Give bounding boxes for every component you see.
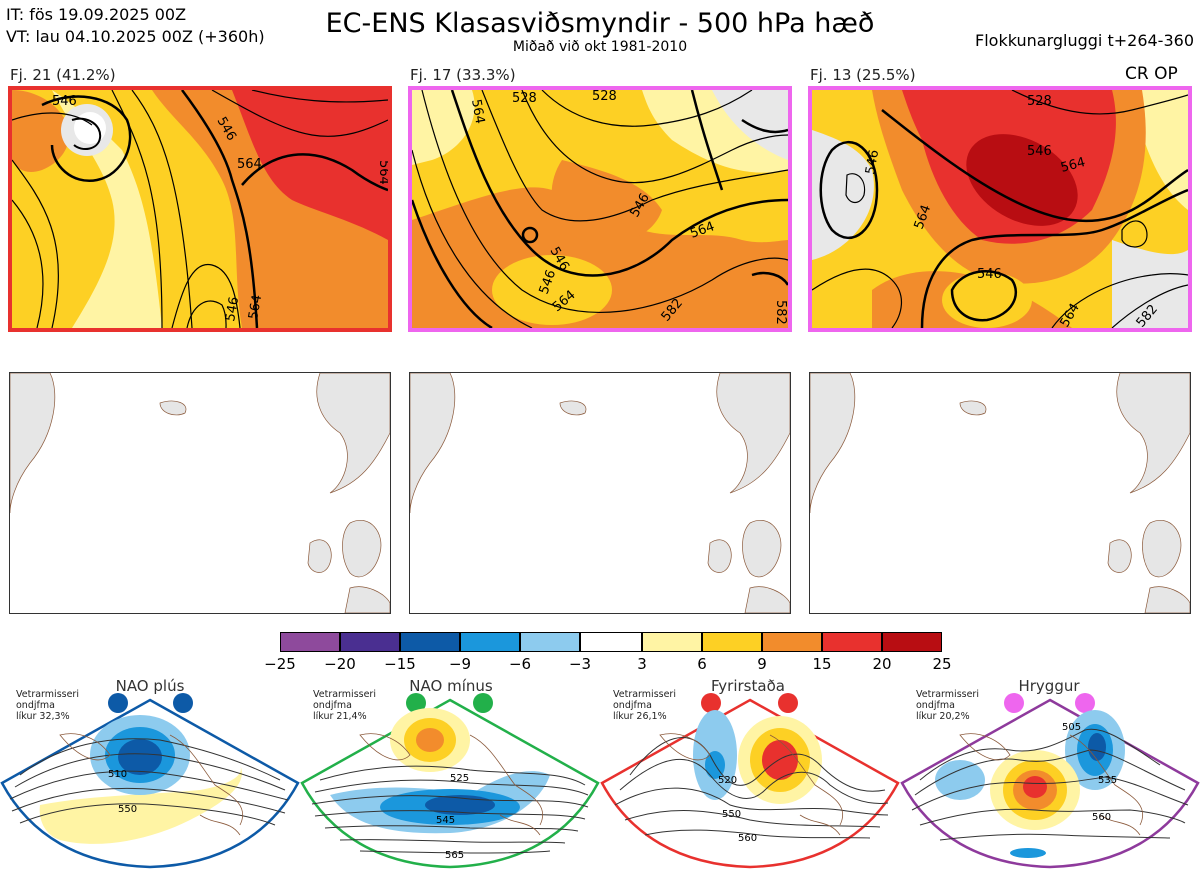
- regime-frequency: ondjfma: [16, 700, 55, 711]
- regime-marker-dot: [173, 693, 193, 713]
- colorbar-tick: −20: [324, 655, 356, 673]
- regime-map-2: 525 545 565: [300, 695, 600, 871]
- contour-label: 528: [1027, 94, 1052, 109]
- contour-label: 528: [592, 90, 617, 104]
- contour-label: 546: [977, 267, 1002, 282]
- colorbar-tick: −25: [264, 655, 296, 673]
- colorbar-swatch: [340, 632, 400, 652]
- base-map-1: [9, 372, 391, 614]
- contour-label: 560: [1092, 812, 1111, 823]
- page-subtitle: Miðað við okt 1981-2010: [512, 39, 688, 55]
- contour-label: 582: [773, 300, 788, 325]
- regime-marker-dot: [1004, 693, 1024, 713]
- regime-2-name: NAO mínus: [409, 677, 493, 695]
- colorbar-swatch: [280, 632, 340, 652]
- regime-1-stats: Vetrarmisseri ondjfma líkur 32,3%: [16, 689, 79, 722]
- regime-frequency: ondjfma: [613, 700, 652, 711]
- regime-1-name: NAO plús: [115, 677, 185, 695]
- cluster-3-label: Fj. 13 (25.5%): [810, 66, 916, 84]
- contour-label: 564: [376, 160, 388, 185]
- cluster-2-label: Fj. 17 (33.3%): [410, 66, 516, 84]
- regime-season: Vetrarmisseri: [916, 689, 979, 700]
- page-title: EC-ENS Klasasviðsmyndir - 500 hPa hæð: [325, 8, 875, 39]
- base-map-3: [809, 372, 1191, 614]
- contour-label: 546: [863, 149, 882, 176]
- header-times: IT: fös 19.09.2025 00Z VT: lau 04.10.202…: [6, 4, 265, 48]
- colorbar-swatch: [702, 632, 762, 652]
- cluster-1-label: Fj. 21 (41.2%): [10, 66, 116, 84]
- regime-season: Vetrarmisseri: [313, 689, 376, 700]
- colorbar-tick: 9: [757, 655, 767, 673]
- regime-3-stats: Vetrarmisseri ondjfma líkur 26,1%: [613, 689, 676, 722]
- colorbar-tick: −6: [508, 655, 532, 673]
- regime-marker-dot: [406, 693, 426, 713]
- regime-season: Vetrarmisseri: [16, 689, 79, 700]
- cluster-map-1: 546 564 564 546 546 564: [8, 86, 392, 332]
- regime-map-4: 505 535 560: [900, 695, 1200, 871]
- regime-marker-dot: [108, 693, 128, 713]
- contour-label: 535: [1098, 775, 1117, 786]
- regime-2-stats: Vetrarmisseri ondjfma líkur 21,4%: [313, 689, 376, 722]
- regime-marker-dot: [778, 693, 798, 713]
- regime-probability: líkur 20,2%: [916, 711, 970, 722]
- colorbar-swatch: [580, 632, 642, 652]
- valid-time: VT: lau 04.10.2025 00Z (+360h): [6, 27, 265, 46]
- regime-4-stats: Vetrarmisseri ondjfma líkur 20,2%: [916, 689, 979, 722]
- colorbar-tick: 15: [812, 655, 832, 673]
- colorbar-tick: 20: [872, 655, 892, 673]
- colorbar-tick: −9: [448, 655, 472, 673]
- colorbar-tick: 6: [697, 655, 707, 673]
- colorbar: [280, 632, 942, 652]
- regime-marker-dot: [473, 693, 493, 713]
- colorbar-swatch: [882, 632, 942, 652]
- cluster-map-3: 528 546 546 564 564 546 564 582: [808, 86, 1192, 332]
- contour-label: 528: [512, 91, 537, 106]
- initial-time: IT: fös 19.09.2025 00Z: [6, 5, 187, 24]
- contour-label: 564: [1059, 155, 1087, 176]
- colorbar-tick: 3: [637, 655, 647, 673]
- contour-label: 510: [108, 769, 127, 780]
- contour-label: 546: [223, 296, 242, 323]
- base-map-2: [409, 372, 791, 614]
- contour-label: 550: [118, 804, 137, 815]
- contour-label: 546: [1027, 144, 1052, 159]
- colorbar-tick: −15: [384, 655, 416, 673]
- contour-label: 545: [436, 815, 455, 826]
- contour-label: 564: [246, 294, 265, 321]
- contour-label: 550: [722, 809, 741, 820]
- regime-map-1: 510 550: [0, 695, 300, 871]
- regime-3-name: Fyrirstaða: [711, 677, 785, 695]
- contour-label: 546: [52, 94, 77, 109]
- regime-marker-dot: [1075, 693, 1095, 713]
- regime-probability: líkur 21,4%: [313, 711, 367, 722]
- regime-marker-dot: [701, 693, 721, 713]
- contour-label: 520: [718, 775, 737, 786]
- regime-probability: líkur 26,1%: [613, 711, 667, 722]
- colorbar-swatch: [400, 632, 460, 652]
- colorbar-swatch: [460, 632, 520, 652]
- colorbar-tick: −3: [568, 655, 592, 673]
- colorbar-swatch: [642, 632, 702, 652]
- contour-label: 564: [237, 157, 262, 172]
- regime-map-3: 520 550 560: [600, 695, 900, 871]
- regime-frequency: ondjfma: [313, 700, 352, 711]
- colorbar-swatch: [520, 632, 580, 652]
- cluster-map-2: 564 528 528 546 546 564 564 546 582 582: [408, 86, 792, 332]
- colorbar-swatch: [762, 632, 822, 652]
- contour-label: 565: [445, 850, 464, 861]
- colorbar-swatch: [822, 632, 882, 652]
- contour-label: 564: [468, 98, 487, 125]
- contour-label: 525: [450, 773, 469, 784]
- regime-probability: líkur 32,3%: [16, 711, 70, 722]
- contour-label: 560: [738, 833, 757, 844]
- classification-window: Flokkunargluggi t+264-360: [975, 31, 1194, 50]
- control-operational-label: CR OP: [1125, 64, 1178, 84]
- colorbar-tick: 25: [932, 655, 952, 673]
- regime-season: Vetrarmisseri: [613, 689, 676, 700]
- contour-label: 505: [1062, 722, 1081, 733]
- regime-frequency: ondjfma: [916, 700, 955, 711]
- regime-4-name: Hryggur: [1018, 677, 1080, 695]
